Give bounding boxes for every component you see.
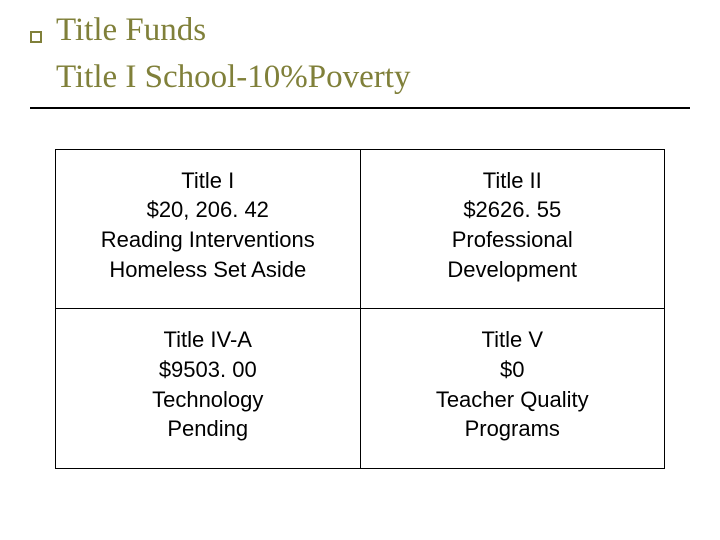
- page-title-line1: Title Funds: [56, 10, 206, 51]
- cell-desc: Reading Interventions: [68, 225, 348, 255]
- slide-container: Title Funds Title I School-10%Poverty Ti…: [0, 0, 720, 540]
- cell-title: Title V: [373, 325, 653, 355]
- cell-title-ii: Title II $2626. 55 Professional Developm…: [360, 149, 665, 309]
- cell-desc: Development: [373, 255, 653, 285]
- funds-table: Title I $20, 206. 42 Reading Interventio…: [55, 149, 665, 470]
- cell-title-i: Title I $20, 206. 42 Reading Interventio…: [56, 149, 361, 309]
- cell-desc: Professional: [373, 225, 653, 255]
- cell-desc: Technology: [68, 385, 348, 415]
- cell-title: Title I: [68, 166, 348, 196]
- divider-line: [30, 107, 690, 109]
- title-row-2: Title I School-10%Poverty: [30, 57, 690, 98]
- cell-amount: $0: [373, 355, 653, 385]
- cell-title-v: Title V $0 Teacher Quality Programs: [360, 309, 665, 469]
- title-row-1: Title Funds: [30, 10, 690, 51]
- table-row: Title IV-A $9503. 00 Technology Pending …: [56, 309, 665, 469]
- cell-amount: $2626. 55: [373, 195, 653, 225]
- cell-desc: Pending: [68, 414, 348, 444]
- table-row: Title I $20, 206. 42 Reading Interventio…: [56, 149, 665, 309]
- cell-desc: Programs: [373, 414, 653, 444]
- cell-title: Title IV-A: [68, 325, 348, 355]
- cell-desc: Teacher Quality: [373, 385, 653, 415]
- cell-desc: Homeless Set Aside: [68, 255, 348, 285]
- cell-amount: $20, 206. 42: [68, 195, 348, 225]
- bullet-icon: [30, 31, 42, 43]
- page-title-line2: Title I School-10%Poverty: [56, 57, 410, 98]
- cell-amount: $9503. 00: [68, 355, 348, 385]
- cell-title: Title II: [373, 166, 653, 196]
- cell-title-iv-a: Title IV-A $9503. 00 Technology Pending: [56, 309, 361, 469]
